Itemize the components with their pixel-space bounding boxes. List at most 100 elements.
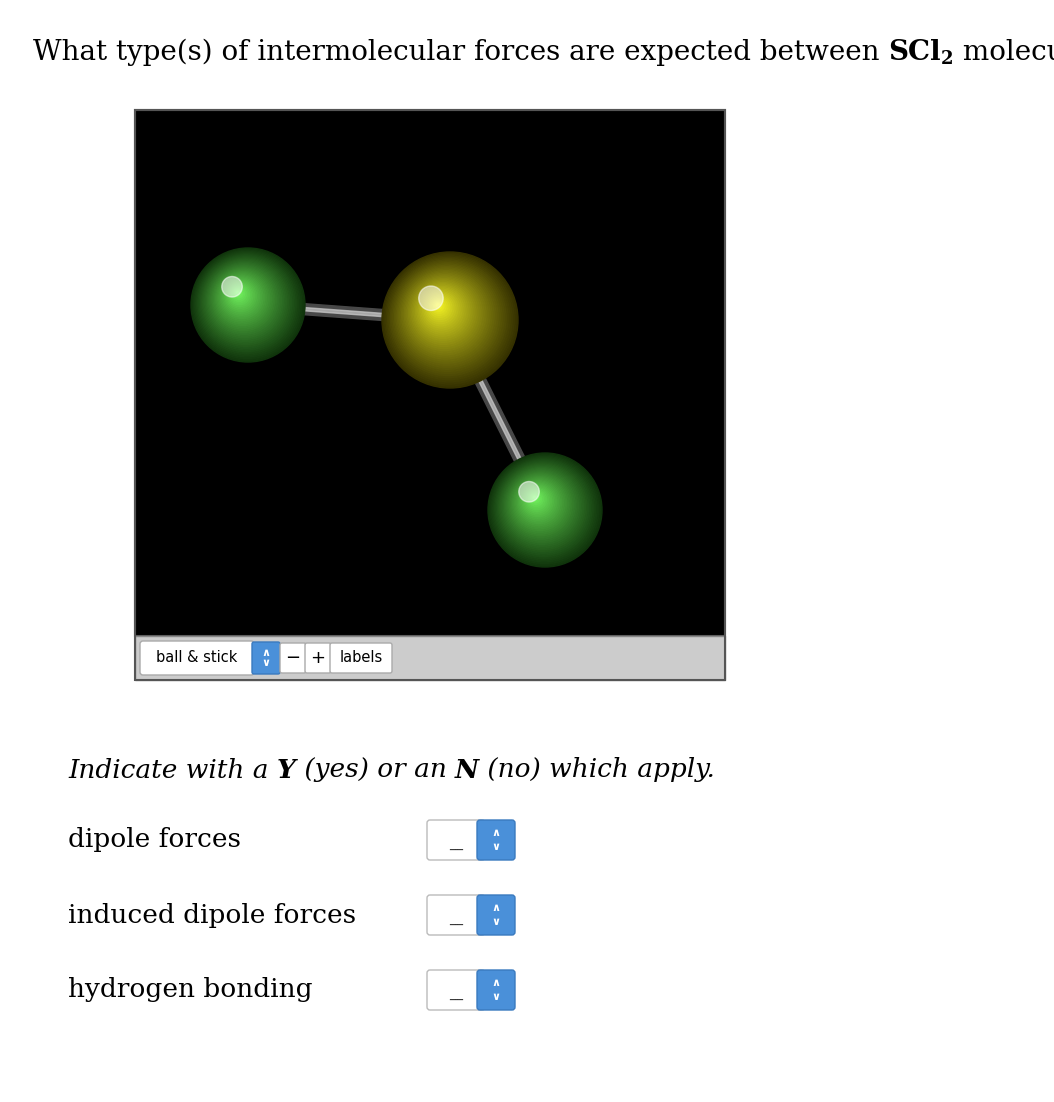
Circle shape [221,277,261,316]
Circle shape [428,295,452,320]
Text: (no) which apply.: (no) which apply. [480,757,715,782]
Circle shape [233,288,245,300]
Circle shape [530,493,542,505]
Circle shape [225,280,256,312]
Circle shape [512,476,567,530]
Circle shape [232,287,247,301]
Circle shape [211,267,276,333]
Circle shape [519,482,559,522]
Circle shape [516,479,562,526]
Circle shape [199,256,293,349]
Circle shape [191,248,305,361]
FancyBboxPatch shape [427,820,485,860]
FancyBboxPatch shape [427,895,485,934]
Circle shape [531,494,540,503]
Circle shape [206,261,285,342]
Text: ∨: ∨ [491,917,501,927]
Circle shape [520,483,557,520]
Circle shape [217,272,268,324]
Circle shape [384,253,516,386]
Circle shape [507,471,575,539]
Circle shape [220,276,262,318]
Circle shape [401,269,492,361]
Circle shape [223,279,258,313]
Text: −: − [286,649,300,667]
Circle shape [488,453,602,568]
Text: hydrogen bonding: hydrogen bonding [69,977,313,1003]
Circle shape [389,259,508,378]
Circle shape [411,280,475,345]
FancyBboxPatch shape [305,642,331,673]
Circle shape [196,252,298,355]
Circle shape [228,282,253,309]
Circle shape [413,281,474,343]
Text: 2: 2 [941,50,954,68]
FancyBboxPatch shape [135,110,725,636]
Circle shape [490,455,599,563]
Circle shape [527,489,547,509]
Circle shape [519,482,540,503]
FancyBboxPatch shape [477,895,515,934]
Text: ∧: ∧ [491,903,501,912]
Text: ball & stick: ball & stick [156,650,238,666]
Circle shape [226,281,255,310]
Circle shape [525,488,548,511]
Text: dipole forces: dipole forces [69,828,241,853]
Circle shape [209,264,279,336]
FancyBboxPatch shape [252,642,280,674]
Circle shape [409,278,480,348]
Circle shape [236,291,239,294]
Circle shape [219,274,265,321]
Circle shape [234,289,242,298]
Circle shape [502,466,582,547]
Text: __: __ [449,838,463,851]
Circle shape [215,271,270,325]
Text: molecules?: molecules? [954,39,1054,65]
Circle shape [198,255,295,352]
Circle shape [388,257,510,380]
Circle shape [230,284,250,304]
Circle shape [210,266,278,334]
Circle shape [195,251,300,357]
Polygon shape [248,300,450,325]
Circle shape [508,472,573,538]
Text: ∧: ∧ [491,977,501,988]
Circle shape [212,268,275,331]
Text: +: + [311,649,326,667]
Circle shape [214,270,271,327]
Circle shape [193,250,301,358]
Circle shape [528,490,545,508]
Circle shape [235,290,241,296]
Circle shape [436,304,440,307]
Circle shape [201,258,290,346]
Circle shape [423,291,460,328]
Circle shape [418,287,443,311]
Circle shape [503,467,580,544]
Circle shape [406,274,484,353]
Circle shape [522,485,553,517]
Circle shape [207,262,284,339]
Circle shape [491,456,597,562]
Circle shape [221,277,242,298]
Polygon shape [445,317,550,512]
Text: What type(s) of intermolecular forces are expected between: What type(s) of intermolecular forces ar… [33,39,889,66]
Polygon shape [248,303,450,322]
Text: ∨: ∨ [261,658,271,668]
FancyBboxPatch shape [135,636,725,680]
Circle shape [200,257,292,348]
Circle shape [532,495,539,501]
Circle shape [398,268,494,364]
Circle shape [529,491,543,506]
Circle shape [385,255,514,383]
Circle shape [197,253,296,354]
Circle shape [495,460,592,557]
Circle shape [431,299,448,315]
Circle shape [509,473,571,536]
FancyBboxPatch shape [330,642,392,673]
Text: ∧: ∧ [491,828,501,838]
Circle shape [396,266,497,367]
Circle shape [390,260,506,376]
FancyBboxPatch shape [280,642,306,673]
Circle shape [218,273,267,322]
Text: Indicate with a: Indicate with a [69,757,277,782]
